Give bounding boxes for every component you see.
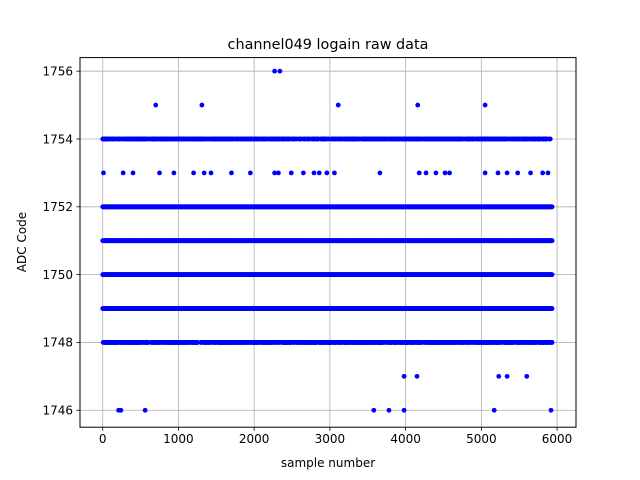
series-level-1752 bbox=[100, 204, 555, 210]
data-point bbox=[549, 340, 555, 345]
data-point bbox=[549, 306, 555, 311]
series-level-1754 bbox=[100, 136, 553, 142]
data-point bbox=[549, 272, 555, 278]
series-level-1751 bbox=[100, 238, 555, 244]
series-level-1748 bbox=[100, 340, 555, 345]
series-level-1749 bbox=[100, 306, 555, 311]
data-point bbox=[549, 238, 555, 244]
data-point bbox=[549, 204, 555, 210]
series-level-1750 bbox=[100, 272, 555, 278]
data-points bbox=[100, 68, 555, 413]
